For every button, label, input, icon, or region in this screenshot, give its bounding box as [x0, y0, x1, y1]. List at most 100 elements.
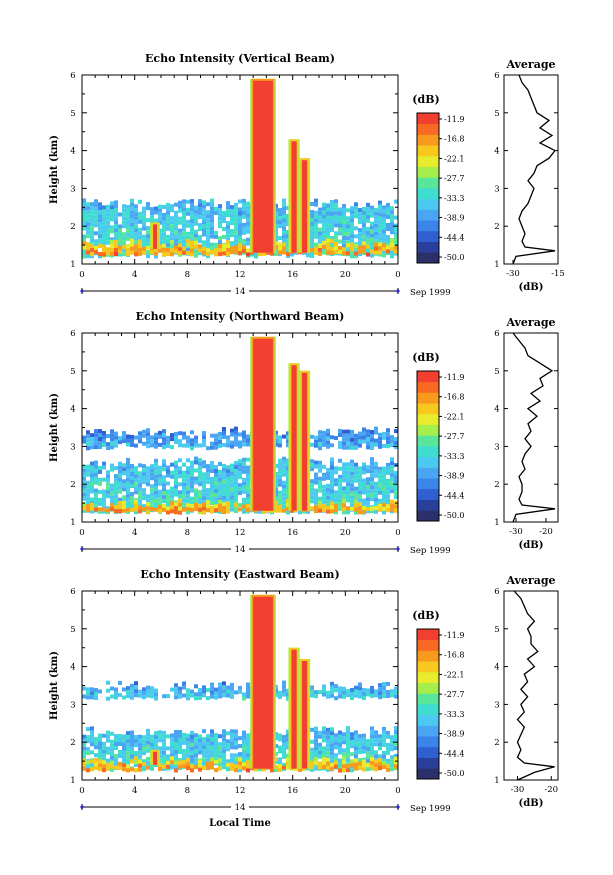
echo-cell	[106, 490, 110, 495]
echo-cell	[170, 737, 174, 742]
echo-cell	[238, 444, 242, 449]
echo-cell	[102, 217, 106, 222]
echo-cell	[342, 236, 346, 240]
echo-cell	[366, 441, 370, 446]
echo-cell	[90, 202, 94, 207]
echo-cell	[314, 214, 318, 219]
echo-cell	[230, 694, 234, 699]
echo-cell	[222, 463, 226, 468]
echo-cell	[166, 489, 170, 494]
echo-cell	[174, 464, 178, 469]
echo-cell	[182, 462, 186, 467]
echo-cell	[330, 204, 334, 208]
echo-cell	[174, 746, 178, 750]
echo-cell	[186, 692, 190, 697]
echo-cell	[346, 726, 350, 731]
y-tick-label: 3	[70, 442, 75, 452]
echo-cell	[242, 249, 246, 253]
echo-cell	[278, 749, 282, 754]
echo-cell	[242, 245, 246, 249]
echo-cell	[174, 210, 178, 215]
echo-cell	[382, 498, 386, 503]
echo-cell	[126, 236, 130, 241]
echo-cell	[382, 229, 386, 234]
echo-cell	[314, 730, 318, 735]
echo-cell	[206, 230, 210, 235]
echo-cell	[206, 464, 210, 469]
echo-cell	[318, 690, 322, 695]
echo-cell	[222, 467, 226, 472]
colorbar-tick-label: -33.3	[444, 452, 465, 461]
echo-cell	[254, 767, 258, 772]
colorbar-units: (dB)	[412, 93, 439, 106]
echo-cell	[118, 489, 122, 494]
echo-cell	[102, 225, 106, 230]
x-tick-label: 16	[287, 786, 298, 796]
echo-cell	[154, 692, 158, 697]
echo-cell	[214, 206, 218, 211]
echo-cell	[362, 486, 366, 491]
echo-cell	[146, 254, 150, 259]
echo-cell	[338, 494, 342, 499]
echo-cell	[310, 689, 314, 694]
echo-cell	[370, 465, 374, 470]
echo-cell	[346, 429, 350, 434]
echo-cell	[110, 225, 114, 230]
echo-cell	[218, 493, 222, 498]
echo-cell	[334, 250, 338, 254]
echo-cell	[278, 439, 282, 444]
echo-cell	[342, 478, 346, 483]
echo-cell	[142, 250, 146, 255]
echo-cell	[178, 498, 182, 503]
echo-cell	[234, 473, 238, 478]
echo-cell	[150, 504, 154, 509]
echo-cell	[226, 237, 230, 242]
echo-cell	[162, 754, 166, 759]
echo-cell	[170, 494, 174, 499]
echo-cell	[94, 688, 98, 692]
echo-cell	[274, 245, 278, 250]
echo-cell	[102, 252, 106, 257]
echo-cell	[326, 475, 330, 480]
echo-cell	[138, 215, 142, 220]
echo-cell	[194, 468, 198, 473]
echo-cell	[222, 243, 226, 248]
y-tick-label: 5	[70, 367, 75, 377]
profile-line	[513, 590, 555, 781]
colorbar-swatch	[417, 661, 439, 673]
echo-cell	[378, 228, 382, 233]
echo-cell	[182, 474, 186, 479]
echo-cell	[98, 507, 102, 512]
echo-cell	[122, 204, 126, 209]
echo-cell	[326, 231, 330, 236]
echo-cell	[314, 756, 318, 761]
echo-cell	[90, 762, 94, 767]
echo-cell	[114, 494, 118, 499]
echo-cell	[102, 443, 106, 447]
echo-cell	[234, 509, 238, 514]
echo-cell	[334, 733, 338, 738]
echo-cell	[370, 493, 374, 498]
echo-cell	[278, 443, 282, 448]
echo-cell	[114, 236, 118, 241]
echo-cell	[98, 441, 102, 445]
echo-cell	[390, 503, 394, 508]
echo-cell	[178, 750, 182, 754]
echo-cell	[94, 741, 98, 746]
echo-cell	[378, 216, 382, 221]
echo-cell	[90, 234, 94, 239]
echo-cell	[330, 727, 334, 732]
echo-cell	[86, 230, 90, 235]
echo-cell	[370, 253, 374, 258]
echo-cell	[358, 494, 362, 499]
echo-cell	[190, 219, 194, 224]
echo-cell	[222, 479, 226, 484]
echo-cell	[102, 489, 106, 494]
echo-cell	[142, 695, 146, 700]
echo-cell	[358, 765, 362, 770]
echo-cell	[334, 219, 338, 224]
echo-cell	[150, 686, 154, 691]
echo-cell	[322, 234, 326, 239]
colorbar-swatch	[417, 241, 439, 253]
